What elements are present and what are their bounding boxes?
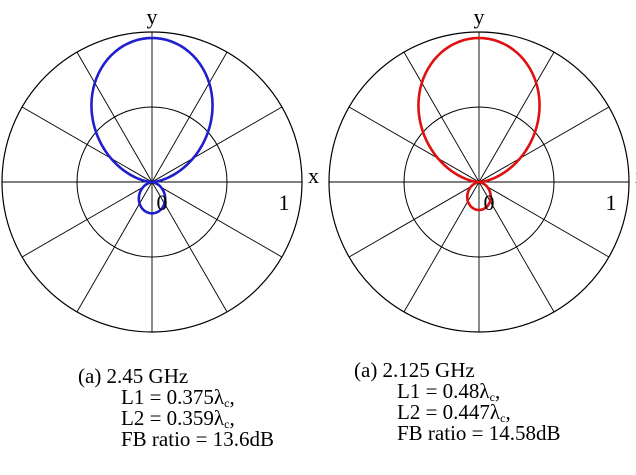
caption-label-right: (a) 2.125 GHz xyxy=(354,358,475,382)
y-axis-label-right: y xyxy=(474,4,485,29)
caption-fb-left: FB ratio = 13.6dB xyxy=(121,427,275,451)
caption-l1-right: L1 = 0.48λc, xyxy=(397,379,501,404)
caption-right: (a) 2.125 GHz L1 = 0.48λc, L2 = 0.447λc,… xyxy=(354,360,561,444)
radiation-pattern-left xyxy=(90,36,214,215)
caption-l1-left: L1 = 0.375λc, xyxy=(121,385,235,410)
caption-fb-right: FB ratio = 14.58dB xyxy=(397,421,561,445)
polar-chart-left: y x 0 1 xyxy=(1,4,319,333)
caption-l2-right: L2 = 0.447λc, xyxy=(397,400,511,425)
radial-tick-0-right: 0 xyxy=(484,190,495,215)
radial-tick-0-left: 0 xyxy=(157,190,168,215)
radial-tick-1-left: 1 xyxy=(279,190,290,215)
radial-tick-1-right: 1 xyxy=(606,190,617,215)
x-axis-label-left: x xyxy=(308,163,319,188)
radiation-pattern-right xyxy=(417,36,541,212)
caption-l2-left: L2 = 0.359λc, xyxy=(121,406,235,431)
polar-chart-right: y x 0 1 xyxy=(328,4,636,333)
caption-label-left: (a) 2.45 GHz xyxy=(78,364,189,388)
caption-left: (a) 2.45 GHz L1 = 0.375λc, L2 = 0.359λc,… xyxy=(78,366,274,450)
y-axis-label-left: y xyxy=(147,4,158,29)
